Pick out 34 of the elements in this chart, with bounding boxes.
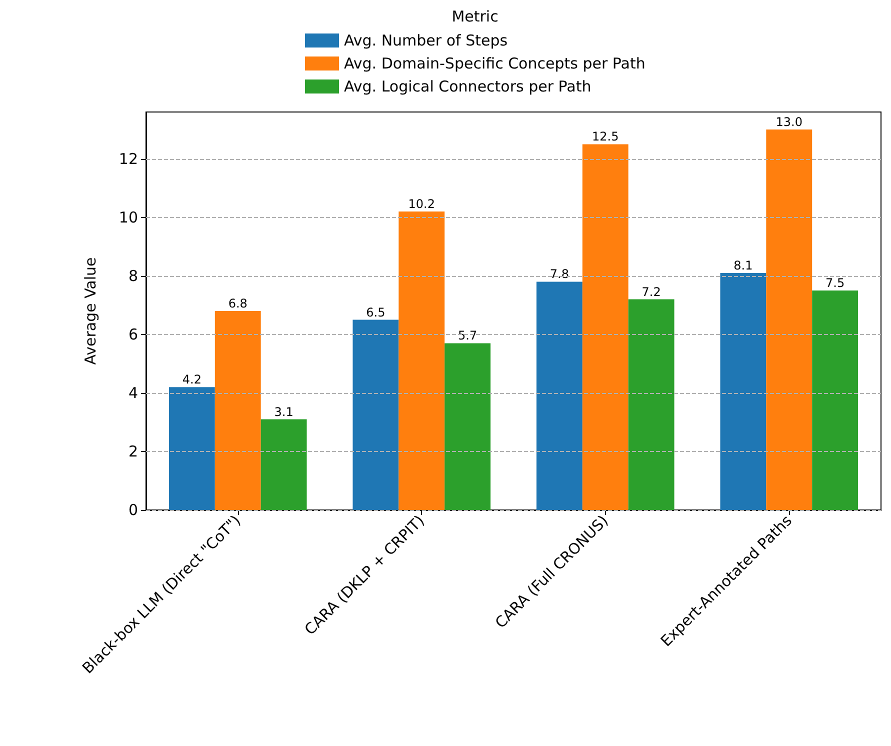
bar	[444, 343, 491, 510]
bar	[214, 311, 261, 510]
data-label: 3.1	[274, 404, 294, 419]
bar	[582, 144, 628, 510]
data-label: 10.2	[408, 197, 435, 211]
bar	[168, 387, 215, 510]
y-tick-label: 8	[128, 266, 138, 285]
data-label: 13.0	[776, 115, 802, 130]
bar	[536, 282, 582, 510]
data-label: 4.2	[182, 372, 202, 387]
bar	[766, 130, 812, 510]
data-label: 6.5	[366, 305, 386, 320]
legend-label: Avg. Number of Steps	[344, 32, 508, 50]
y-tick-label: 2	[128, 442, 138, 460]
bar	[628, 299, 674, 510]
legend-title: Metric	[452, 8, 498, 26]
y-tick-label: 4	[128, 384, 138, 402]
legend-label: Avg. Domain-Specific Concepts per Path	[344, 54, 646, 72]
data-label: 6.8	[228, 296, 248, 310]
data-label: 12.5	[592, 130, 619, 144]
y-tick-label: 10	[118, 208, 138, 226]
bar	[398, 212, 445, 510]
data-label: 8.1	[734, 258, 753, 272]
y-tick-label: 0	[128, 501, 138, 519]
bar	[352, 320, 399, 510]
y-tick-label: 6	[128, 325, 138, 344]
bar	[812, 290, 858, 510]
y-tick-label: 12	[118, 150, 138, 168]
data-label: 7.5	[826, 276, 845, 290]
data-label: 7.2	[642, 284, 661, 299]
y-axis-title: Average Value	[82, 257, 100, 365]
bar	[260, 419, 307, 510]
legend-label: Avg. Logical Connectors per Path	[344, 78, 592, 96]
bar	[720, 272, 766, 510]
